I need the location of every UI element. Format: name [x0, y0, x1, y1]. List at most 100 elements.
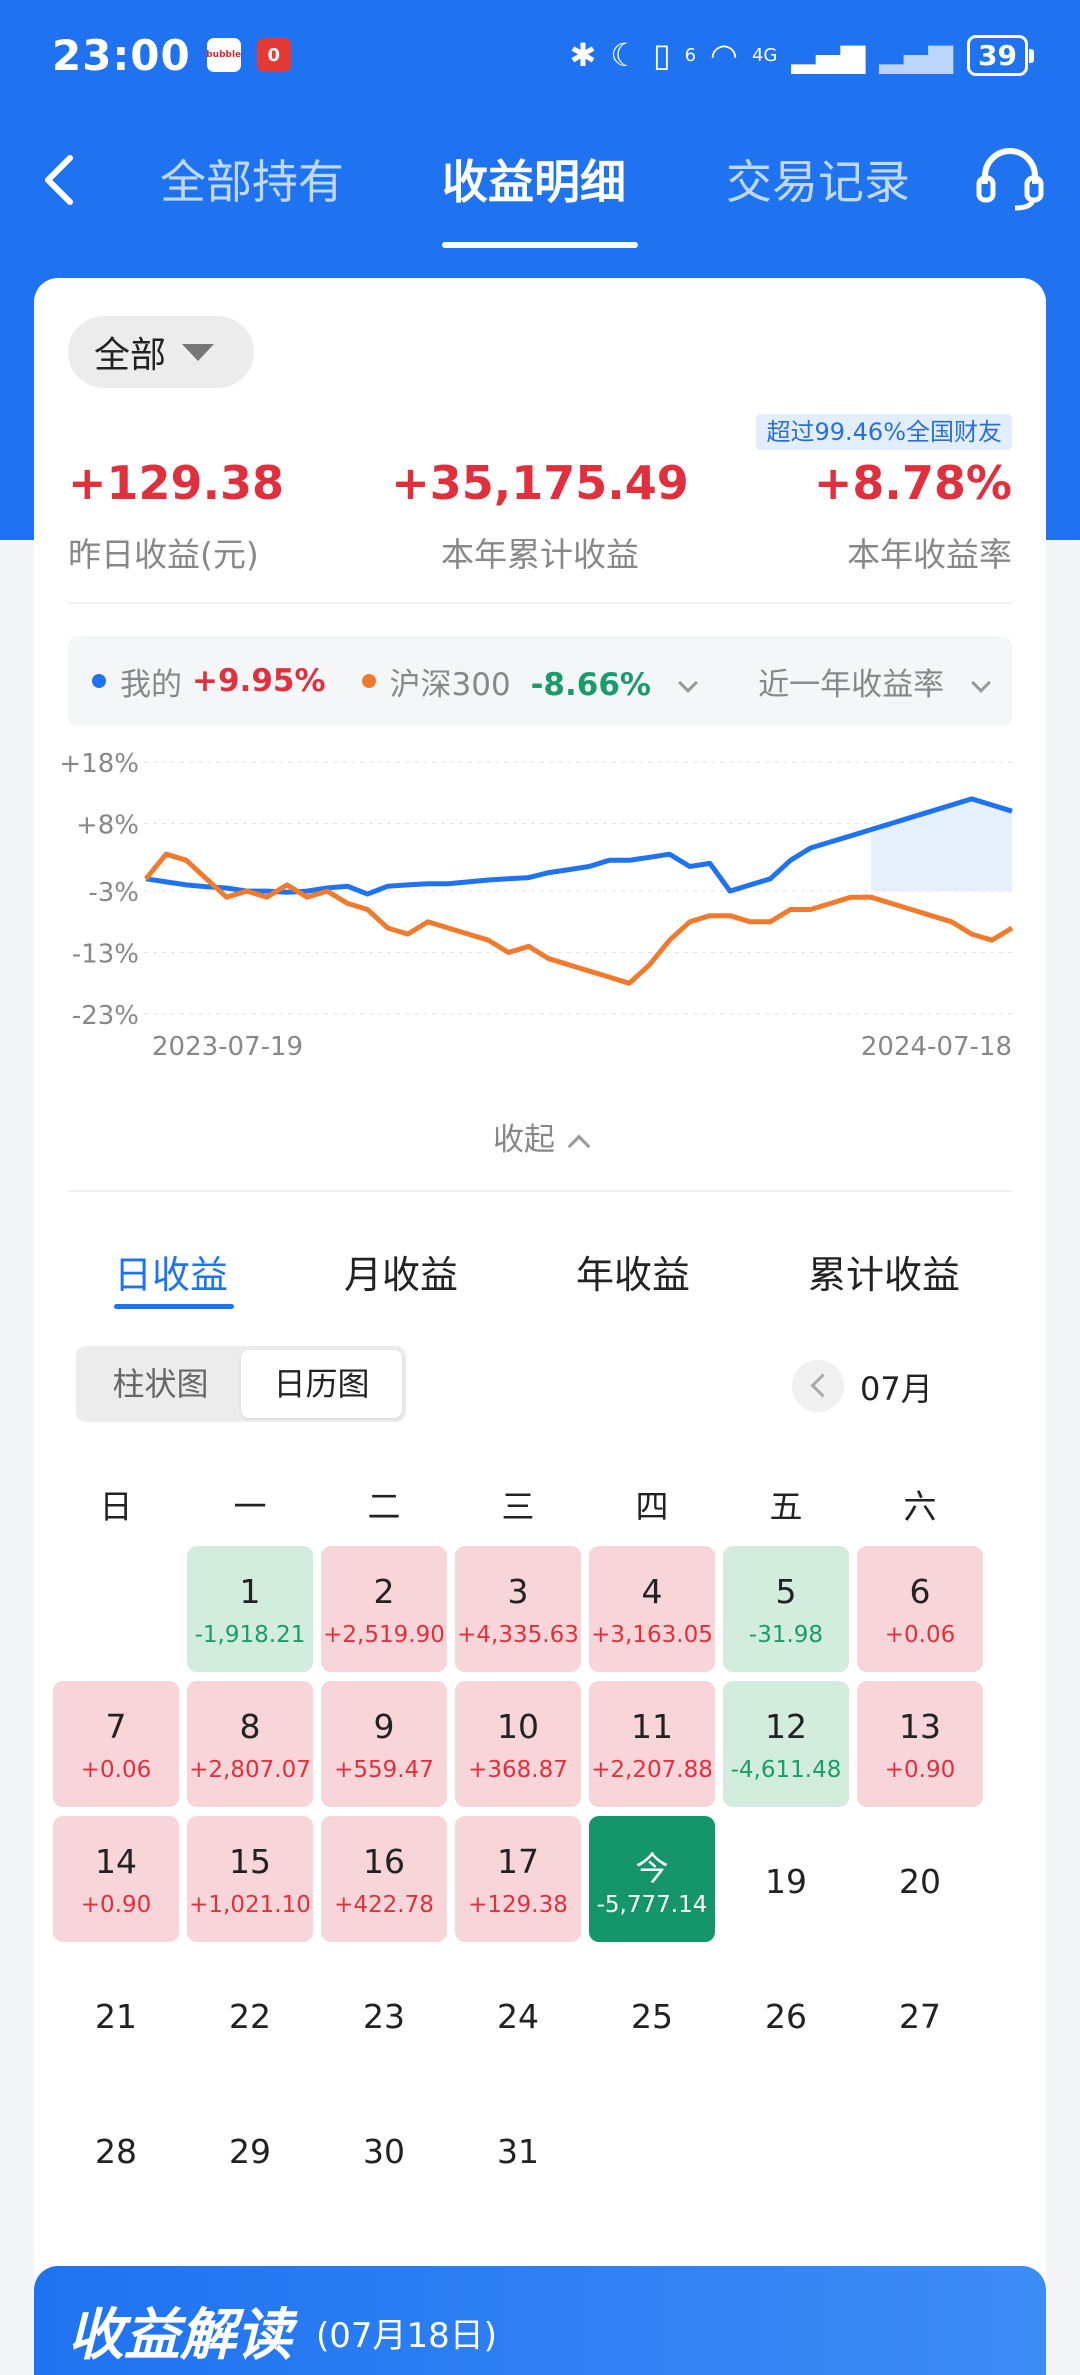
tab-daily-income[interactable]: 日收益: [114, 1253, 229, 1297]
signal-icon: ▂▄▆: [879, 36, 954, 74]
calendar-day[interactable]: 17 +129.38: [455, 1816, 581, 1942]
chevron-down-icon: [971, 672, 991, 693]
x-end-label: 2024-07-18: [861, 1032, 1012, 1062]
calendar-day[interactable]: 11 +2,207.88: [589, 1681, 715, 1807]
collapse-label: 收起: [493, 1122, 555, 1158]
weekday-label: 日: [99, 1487, 133, 1526]
day-income-value: +1,021.10: [189, 1892, 311, 1918]
day-number: 9: [373, 1707, 395, 1746]
headset-icon[interactable]: [975, 148, 1045, 212]
calendar-day[interactable]: 25: [589, 1951, 715, 2077]
day-number: 今: [635, 1849, 669, 1888]
calendar-day-today[interactable]: 今 -5,777.14: [589, 1816, 715, 1942]
calendar-day[interactable]: 13 +0.90: [857, 1681, 983, 1807]
moon-icon: ☾: [610, 36, 639, 74]
day-number: 12: [765, 1707, 807, 1746]
tab-transactions[interactable]: 交易记录: [726, 155, 910, 209]
filter-dropdown[interactable]: 全部: [68, 316, 254, 388]
tab-monthly-income[interactable]: 月收益: [344, 1253, 459, 1297]
period-selector[interactable]: 近一年收益率: [758, 659, 991, 704]
vibrate-icon: ▯: [652, 36, 671, 74]
income-interpretation-banner[interactable]: 收益解读 (07月18日): [34, 2266, 1046, 2375]
day-number: 4: [641, 1572, 663, 1611]
legend-benchmark-label: 沪深300: [389, 666, 511, 703]
calendar-day[interactable]: 4 +3,163.05: [589, 1546, 715, 1672]
benchmark-selector[interactable]: 沪深300 -8.66%: [389, 659, 698, 704]
calendar-day[interactable]: 20: [857, 1816, 983, 1942]
calendar-day[interactable]: 5 -31.98: [723, 1546, 849, 1672]
calendar-day[interactable]: 26: [723, 1951, 849, 2077]
day-number: 19: [765, 1862, 807, 1901]
y-tick-label: -3%: [88, 878, 139, 908]
day-income-value: +2,807.07: [189, 1757, 311, 1783]
day-number: 25: [631, 1997, 673, 2036]
legend-mine-value: +9.95%: [192, 663, 326, 699]
y-tick-label: -23%: [72, 1001, 139, 1031]
calendar-day[interactable]: 14 +0.90: [53, 1816, 179, 1942]
calendar-day[interactable]: 21: [53, 1951, 179, 2077]
calendar-day[interactable]: 3 +4,335.63: [455, 1546, 581, 1672]
day-number: 27: [899, 1997, 941, 2036]
chart-legend-bar: 我的 +9.95% 沪深300 -8.66% 近一年收益率: [68, 636, 1012, 726]
calendar-day[interactable]: 2 +2,519.90: [321, 1546, 447, 1672]
day-number: 21: [95, 1997, 137, 2036]
calendar-day[interactable]: 27: [857, 1951, 983, 2077]
wifi-icon: ◠: [710, 36, 738, 74]
rank-badge: 超过99.46%全国财友: [756, 414, 1012, 450]
day-income-value: -31.98: [748, 1622, 824, 1648]
weekday-label: 四: [635, 1487, 669, 1526]
calendar-day[interactable]: 23: [321, 1951, 447, 2077]
weekday-label: 五: [769, 1487, 803, 1526]
calendar-day[interactable]: 31: [455, 2086, 581, 2212]
previous-month-button[interactable]: [792, 1360, 844, 1412]
day-number: 2: [373, 1572, 395, 1611]
bar-chart-view-button[interactable]: 柱状图: [112, 1365, 209, 1403]
day-number: 14: [95, 1842, 137, 1881]
day-number: 10: [497, 1707, 539, 1746]
triangle-down-icon: [182, 343, 215, 361]
day-number: 30: [363, 2132, 405, 2171]
collapse-button[interactable]: 收起: [34, 1114, 1046, 1159]
top-nav: 全部持有 收益明细 交易记录: [0, 110, 1080, 250]
chevron-left-icon[interactable]: [40, 150, 80, 210]
day-number: 28: [95, 2132, 137, 2171]
calendar-day[interactable]: 7 +0.06: [53, 1681, 179, 1807]
calendar-day[interactable]: 15 +1,021.10: [187, 1816, 313, 1942]
mine-dot-icon: [92, 674, 106, 688]
calendar-day[interactable]: 12 -4,611.48: [723, 1681, 849, 1807]
calendar-day[interactable]: 30: [321, 2086, 447, 2212]
view-toggle: 柱状图 日历图: [76, 1346, 406, 1422]
legend-benchmark-value: -8.66%: [530, 666, 651, 703]
tab-yearly-income[interactable]: 年收益: [576, 1253, 691, 1297]
tab-holdings[interactable]: 全部持有: [160, 155, 344, 209]
y-tick-label: +18%: [59, 749, 139, 779]
calendar-day[interactable]: 28: [53, 2086, 179, 2212]
weekday-label: 三: [501, 1487, 535, 1526]
tab-income-details[interactable]: 收益明细: [442, 155, 626, 209]
day-number: 26: [765, 1997, 807, 2036]
calendar-day[interactable]: 9 +559.47: [321, 1681, 447, 1807]
day-income-value: +2,207.88: [591, 1757, 713, 1783]
calendar-day[interactable]: 8 +2,807.07: [187, 1681, 313, 1807]
calendar-day[interactable]: 24: [455, 1951, 581, 2077]
status-time: 23:00: [52, 30, 191, 80]
period-label: 近一年收益率: [758, 666, 945, 703]
returns-line-chart[interactable]: +18% +8% -3% -13% -23% 2023-07-19 2024-07-18: [34, 748, 1046, 1078]
calendar-day[interactable]: 19: [723, 1816, 849, 1942]
day-number: 24: [497, 1997, 539, 2036]
calendar-day[interactable]: 16 +422.78: [321, 1816, 447, 1942]
calendar-day[interactable]: 22: [187, 1951, 313, 2077]
day-number: 13: [899, 1707, 941, 1746]
calendar-day[interactable]: 6 +0.06: [857, 1546, 983, 1672]
calendar-day[interactable]: 1 -1,918.21: [187, 1546, 313, 1672]
day-income-value: +422.78: [334, 1892, 434, 1918]
calendar-view-button[interactable]: 日历图: [241, 1350, 402, 1418]
banner-title: 收益解读: [68, 2303, 292, 2368]
ytd-return-label: 本年收益率: [847, 535, 1012, 574]
tab-cumulative-income[interactable]: 累计收益: [808, 1253, 961, 1297]
day-income-value: +0.90: [80, 1892, 152, 1918]
day-income-value: -4,611.48: [730, 1757, 842, 1783]
calendar-day[interactable]: 29: [187, 2086, 313, 2212]
calendar-day[interactable]: 10 +368.87: [455, 1681, 581, 1807]
yesterday-income-label: 昨日收益(元): [68, 535, 259, 574]
